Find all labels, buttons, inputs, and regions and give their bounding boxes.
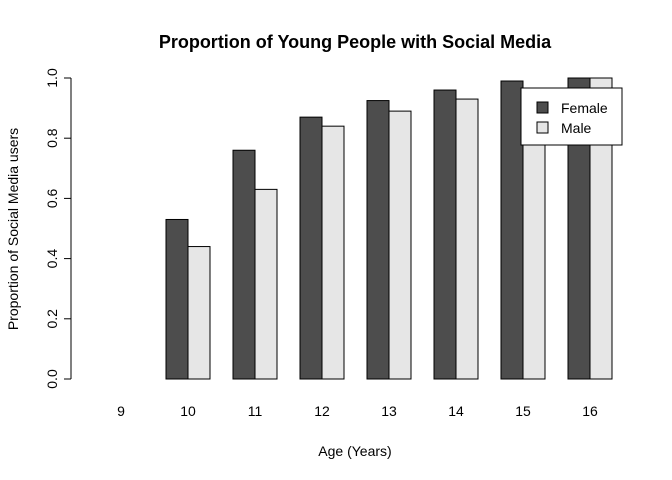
legend: Female Male (520, 87, 623, 146)
bar-female-13 (366, 100, 390, 380)
bar-female-14 (433, 89, 457, 380)
bar-male-10 (187, 246, 211, 380)
bars-group (165, 77, 613, 380)
x-tick-label: 16 (582, 403, 598, 419)
bar-male-16 (589, 77, 613, 380)
y-tick-label: 0.6 (44, 188, 60, 208)
bar-female-11 (232, 149, 256, 380)
bar-female-15 (500, 80, 524, 380)
y-axis-label: Proportion of Social Media users (5, 128, 21, 330)
bar-male-13 (388, 110, 412, 380)
legend-box (520, 87, 623, 146)
legend-swatch-female (536, 101, 549, 114)
bar-male-12 (321, 125, 345, 380)
y-tick-label: 0.0 (44, 369, 60, 389)
y-tick-label: 0.4 (44, 249, 60, 269)
legend-swatch-male (536, 121, 549, 134)
x-tick-label: 10 (180, 403, 196, 419)
y-tick-label: 0.2 (44, 309, 60, 329)
chart-title: Proportion of Young People with Social M… (159, 32, 552, 52)
legend-label-male: Male (561, 120, 592, 136)
y-tick-label: 1.0 (44, 68, 60, 88)
x-tick-label: 13 (381, 403, 397, 419)
x-tick-label: 15 (515, 403, 531, 419)
x-tick-label: 11 (248, 403, 263, 419)
bar-male-11 (254, 188, 278, 380)
y-tick-label: 0.8 (44, 128, 60, 148)
x-tick-label: 14 (448, 403, 464, 419)
y-axis: 0.0 0.2 0.4 0.6 0.8 1.0 (44, 68, 72, 389)
bar-male-14 (455, 98, 479, 380)
x-tick-label: 9 (117, 403, 125, 419)
legend-label-female: Female (561, 100, 608, 116)
x-axis-label: Age (Years) (318, 443, 391, 459)
bar-female-10 (165, 218, 189, 380)
x-tick-labels: 9 10 11 12 13 14 15 16 (117, 403, 598, 419)
x-tick-label: 12 (314, 403, 330, 419)
bar-female-12 (299, 116, 323, 380)
